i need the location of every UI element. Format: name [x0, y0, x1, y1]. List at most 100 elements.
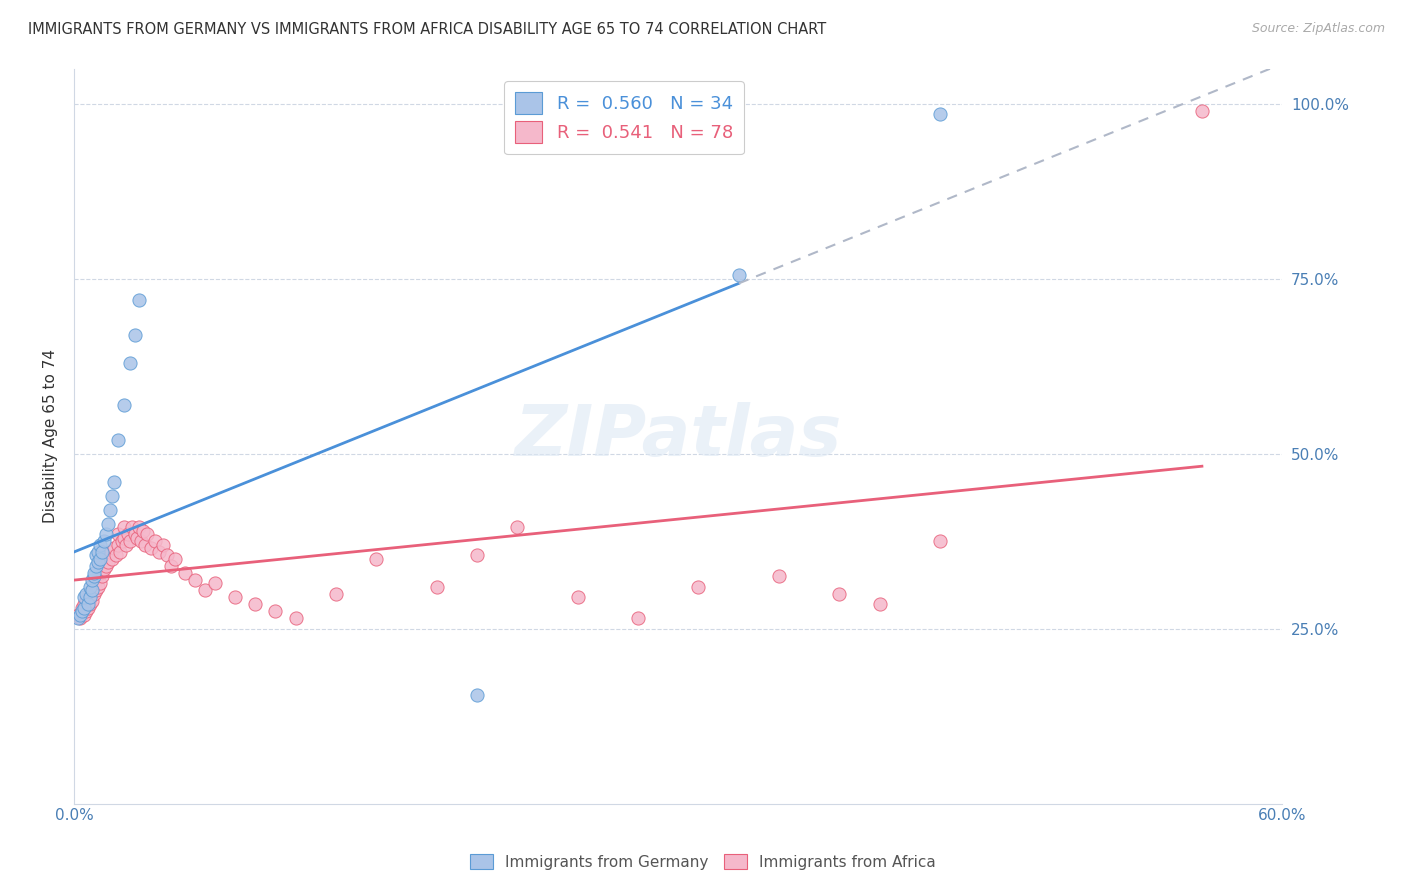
Point [101, 551, 124, 566]
Point [103, 541, 125, 555]
Point [70, 604, 93, 618]
Point [91, 569, 114, 583]
Point [105, 548, 128, 562]
Point [96, 558, 118, 573]
Point [125, 531, 148, 545]
Point [97, 555, 120, 569]
Point [89, 576, 111, 591]
Point [929, 534, 952, 549]
Point [828, 586, 851, 600]
Point [110, 544, 132, 558]
Point [83, 586, 105, 600]
Point [82, 593, 104, 607]
Point [143, 534, 166, 549]
Point [114, 531, 136, 545]
Point [120, 534, 142, 549]
Point [869, 597, 891, 611]
Point [84, 583, 107, 598]
Point [73, 607, 96, 622]
Point [96, 548, 118, 562]
Point [93, 534, 115, 549]
Point [264, 604, 287, 618]
Point [135, 527, 157, 541]
Point [184, 573, 207, 587]
Point [929, 107, 952, 121]
Y-axis label: Disability Age 65 to 74: Disability Age 65 to 74 [44, 349, 58, 523]
Point [128, 520, 150, 534]
Point [688, 580, 710, 594]
Point [79, 586, 101, 600]
Point [83, 576, 105, 591]
Point [567, 590, 589, 604]
Point [148, 544, 170, 558]
Point [139, 541, 162, 555]
Point [768, 569, 790, 583]
Legend: Immigrants from Germany, Immigrants from Africa: Immigrants from Germany, Immigrants from… [463, 846, 943, 877]
Point [83, 569, 105, 583]
Point [89, 558, 111, 573]
Point [75, 586, 97, 600]
Point [89, 538, 111, 552]
Point [204, 576, 226, 591]
Point [79, 597, 101, 611]
Point [121, 520, 143, 534]
Point [129, 534, 152, 549]
Point [82, 583, 104, 598]
Text: ZIPatlas: ZIPatlas [515, 401, 842, 471]
Point [73, 590, 96, 604]
Point [67, 607, 90, 622]
Point [77, 590, 100, 604]
Text: Source: ZipAtlas.com: Source: ZipAtlas.com [1251, 22, 1385, 36]
Point [465, 688, 488, 702]
Point [79, 590, 101, 604]
Point [84, 558, 107, 573]
Point [84, 548, 107, 562]
Point [93, 551, 115, 566]
Point [97, 516, 120, 531]
Point [107, 527, 129, 541]
Point [627, 611, 650, 625]
Point [159, 558, 181, 573]
Point [124, 327, 146, 342]
Point [111, 534, 134, 549]
Point [506, 520, 529, 534]
Point [120, 355, 142, 369]
Point [73, 597, 96, 611]
Point [98, 544, 121, 558]
Point [1191, 103, 1213, 118]
Point [83, 566, 105, 580]
Point [131, 524, 153, 538]
Point [77, 600, 100, 615]
Point [73, 600, 96, 615]
Point [69, 607, 91, 622]
Point [115, 538, 138, 552]
Point [114, 398, 136, 412]
Point [87, 555, 110, 569]
Legend: R =  0.560   N = 34, R =  0.541   N = 78: R = 0.560 N = 34, R = 0.541 N = 78 [505, 81, 744, 154]
Point [89, 551, 111, 566]
Point [84, 573, 107, 587]
Point [79, 580, 101, 594]
Point [107, 433, 129, 447]
Point [70, 604, 93, 618]
Point [89, 566, 111, 580]
Point [134, 538, 156, 552]
Point [67, 611, 90, 625]
Point [128, 293, 150, 307]
Point [245, 597, 267, 611]
Point [426, 580, 449, 594]
Point [224, 590, 246, 604]
Point [91, 544, 114, 558]
Point [77, 597, 100, 611]
Point [70, 600, 93, 615]
Point [101, 489, 124, 503]
Point [194, 583, 217, 598]
Point [325, 586, 347, 600]
Point [727, 268, 749, 282]
Point [173, 566, 195, 580]
Point [75, 593, 97, 607]
Point [103, 475, 125, 489]
Point [69, 611, 91, 625]
Point [117, 527, 139, 541]
Point [366, 551, 388, 566]
